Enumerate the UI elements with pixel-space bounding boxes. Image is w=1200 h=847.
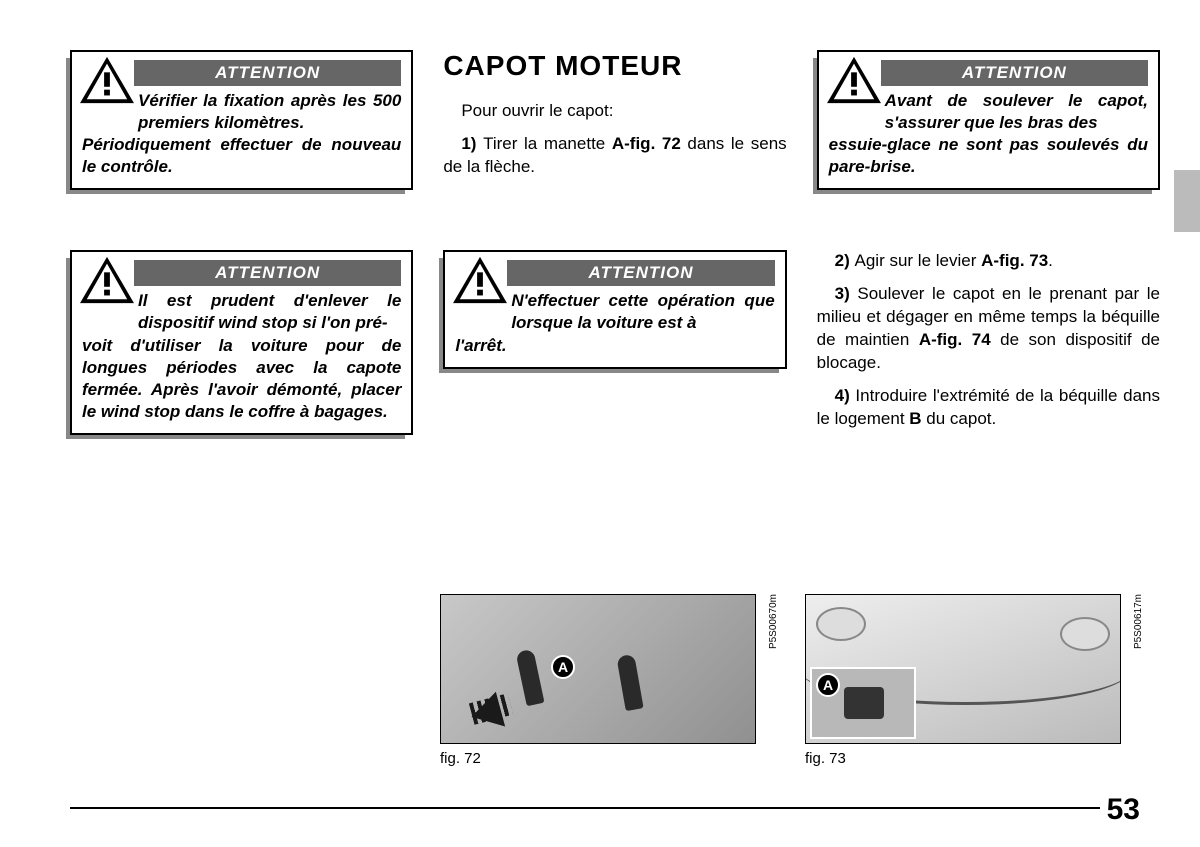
- step-2: 2) Agir sur le levier A-fig. 73.: [817, 250, 1160, 273]
- attention-label: ATTENTION: [134, 60, 401, 86]
- figure-73: A P5S00617m fig. 73: [805, 594, 1140, 767]
- warning-triangle-icon: [825, 55, 883, 107]
- warning-triangle-icon: [78, 255, 136, 307]
- attention-label: ATTENTION: [507, 260, 774, 286]
- warning-box-fixation: ATTENTION Vérifier la fixation après les…: [70, 50, 413, 190]
- attention-label: ATTENTION: [881, 60, 1148, 86]
- intro-text: Pour ouvrir le capot:: [443, 100, 786, 123]
- warning-box-windstop: ATTENTION Il est prudent d'enlever le di…: [70, 250, 413, 435]
- footer-rule: [70, 807, 1100, 809]
- section-tab: [1174, 170, 1200, 232]
- figures-row: A P5S00670m fig. 72 A P5S00617m fig. 73: [440, 594, 1140, 767]
- attention-label: ATTENTION: [134, 260, 401, 286]
- page-number: 53: [1107, 793, 1140, 827]
- top-row: ATTENTION Vérifier la fixation après les…: [70, 50, 1160, 190]
- callout-label: A: [551, 655, 575, 679]
- warning-triangle-icon: [78, 55, 136, 107]
- figure-caption: fig. 73: [805, 750, 1140, 767]
- warning-box-wipers: ATTENTION Avant de soulever le capot, s'…: [817, 50, 1160, 190]
- mid-row: ATTENTION Il est prudent d'enlever le di…: [70, 250, 1160, 441]
- figure-72: A P5S00670m fig. 72: [440, 594, 775, 767]
- section-title: CAPOT MOTEUR: [443, 50, 786, 82]
- figure-code: P5S00617m: [1133, 594, 1144, 649]
- warning-box-stopped: ATTENTION N'effectuer cette opération qu…: [443, 250, 786, 368]
- figure-image: A: [440, 594, 756, 744]
- figure-caption: fig. 72: [440, 750, 775, 767]
- warning-triangle-icon: [451, 255, 509, 307]
- figure-image: A: [805, 594, 1121, 744]
- step-3: 3) Soulever le capot en le prenant par l…: [817, 283, 1160, 375]
- step-4: 4) Introduire l'extrémité de la béquille…: [817, 385, 1160, 431]
- step-1: 1) Tirer la manette A-fig. 72 dans le se…: [443, 133, 786, 179]
- callout-label: A: [816, 673, 840, 697]
- warning-text: Il est prudent d'enlever le dispositif w…: [82, 290, 401, 423]
- figure-code: P5S00670m: [768, 594, 779, 649]
